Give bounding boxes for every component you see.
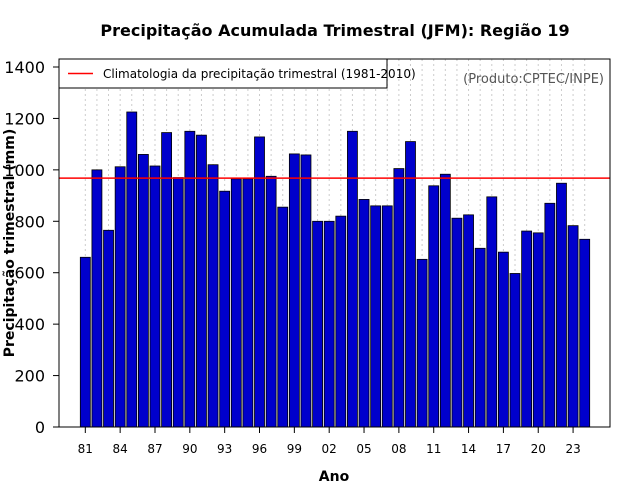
bar-1987 <box>149 165 161 428</box>
y-tick-label: 1200 <box>4 109 45 128</box>
bar-1995 <box>242 178 254 428</box>
x-tick-label: 02 <box>322 442 337 456</box>
x-tick-label: 05 <box>356 442 371 456</box>
x-tick-label: 96 <box>252 442 267 456</box>
bar-1999 <box>288 153 300 428</box>
x-tick-label: 11 <box>426 442 441 456</box>
bar-1988 <box>161 132 172 428</box>
bar-1997 <box>265 175 277 428</box>
x-tick-label: 81 <box>78 442 93 456</box>
bar-1984 <box>114 166 126 428</box>
x-tick-label: 93 <box>217 442 232 456</box>
x-tick-label: 90 <box>182 442 197 456</box>
x-tick-label: 99 <box>287 442 302 456</box>
x-tick-label: 17 <box>496 442 511 456</box>
bar-2006 <box>370 205 382 428</box>
legend: Climatologia da precipitação trimestral … <box>58 58 416 89</box>
bar-2018 <box>509 273 521 428</box>
y-tick-label: 400 <box>14 315 45 334</box>
bar-2022 <box>556 182 567 428</box>
bar-1993 <box>219 190 231 428</box>
y-tick-label: 1000 <box>4 161 45 180</box>
bar-2020 <box>532 232 544 428</box>
bar-2014 <box>463 214 474 428</box>
bar-1994 <box>230 178 242 428</box>
bar-1982 <box>91 169 103 428</box>
bar-2013 <box>451 217 463 428</box>
bar-2005 <box>358 199 370 428</box>
bar-1983 <box>103 229 114 428</box>
x-tick-label: 84 <box>113 442 128 456</box>
bar-2001 <box>312 220 323 428</box>
x-tick-label: 20 <box>531 442 546 456</box>
bar-2002 <box>323 220 335 428</box>
bar-1989 <box>172 177 184 428</box>
bar-2023 <box>567 225 579 428</box>
bar-2000 <box>300 154 312 428</box>
bar-1986 <box>137 154 149 428</box>
y-axis: 0 200 400 600 800 1000 1200 1400 <box>4 58 59 437</box>
x-tick-label: 08 <box>391 442 406 456</box>
legend-climatology-label: Climatologia da precipitação trimestral … <box>103 67 416 81</box>
bar-2010 <box>416 258 428 428</box>
bar-2008 <box>393 168 405 428</box>
chart-title: Precipitação Acumulada Trimestral (JFM):… <box>100 21 569 40</box>
y-tick-label: 600 <box>14 264 45 283</box>
x-tick-label: 14 <box>461 442 476 456</box>
bar-2021 <box>544 202 556 428</box>
bar-1981 <box>79 256 91 428</box>
bars <box>79 111 591 428</box>
bar-2012 <box>439 173 451 428</box>
bar-1985 <box>126 111 138 428</box>
bar-2004 <box>347 130 358 428</box>
bar-1990 <box>184 130 196 428</box>
bar-2009 <box>405 141 416 428</box>
y-tick-label: 1400 <box>4 58 45 77</box>
bar-1991 <box>196 134 207 428</box>
bar-1992 <box>207 164 219 428</box>
y-tick-label: 200 <box>14 367 45 386</box>
x-axis: 81 84 87 90 93 96 99 02 05 08 11 14 17 20 23 <box>78 427 581 456</box>
bar-2016 <box>486 196 498 428</box>
bar-2017 <box>498 251 509 428</box>
bar-1996 <box>254 136 265 428</box>
x-tick-label: 87 <box>147 442 162 456</box>
y-axis-label: Precipitação trimestral (mm) <box>2 129 18 357</box>
product-credit: (Produto:CPTEC/INPE) <box>463 72 604 87</box>
x-axis-label: Ano <box>319 469 350 485</box>
bar-2019 <box>521 230 533 428</box>
y-tick-label: 0 <box>35 418 45 437</box>
bar-2011 <box>428 185 440 428</box>
y-tick-label: 800 <box>14 212 45 231</box>
bar-2015 <box>474 247 486 428</box>
bar-2003 <box>335 215 347 428</box>
bar-2007 <box>381 205 393 428</box>
legend-box <box>58 58 388 89</box>
bar-2024 <box>579 238 591 428</box>
bar-1998 <box>277 206 289 428</box>
x-tick-label: 23 <box>565 442 580 456</box>
